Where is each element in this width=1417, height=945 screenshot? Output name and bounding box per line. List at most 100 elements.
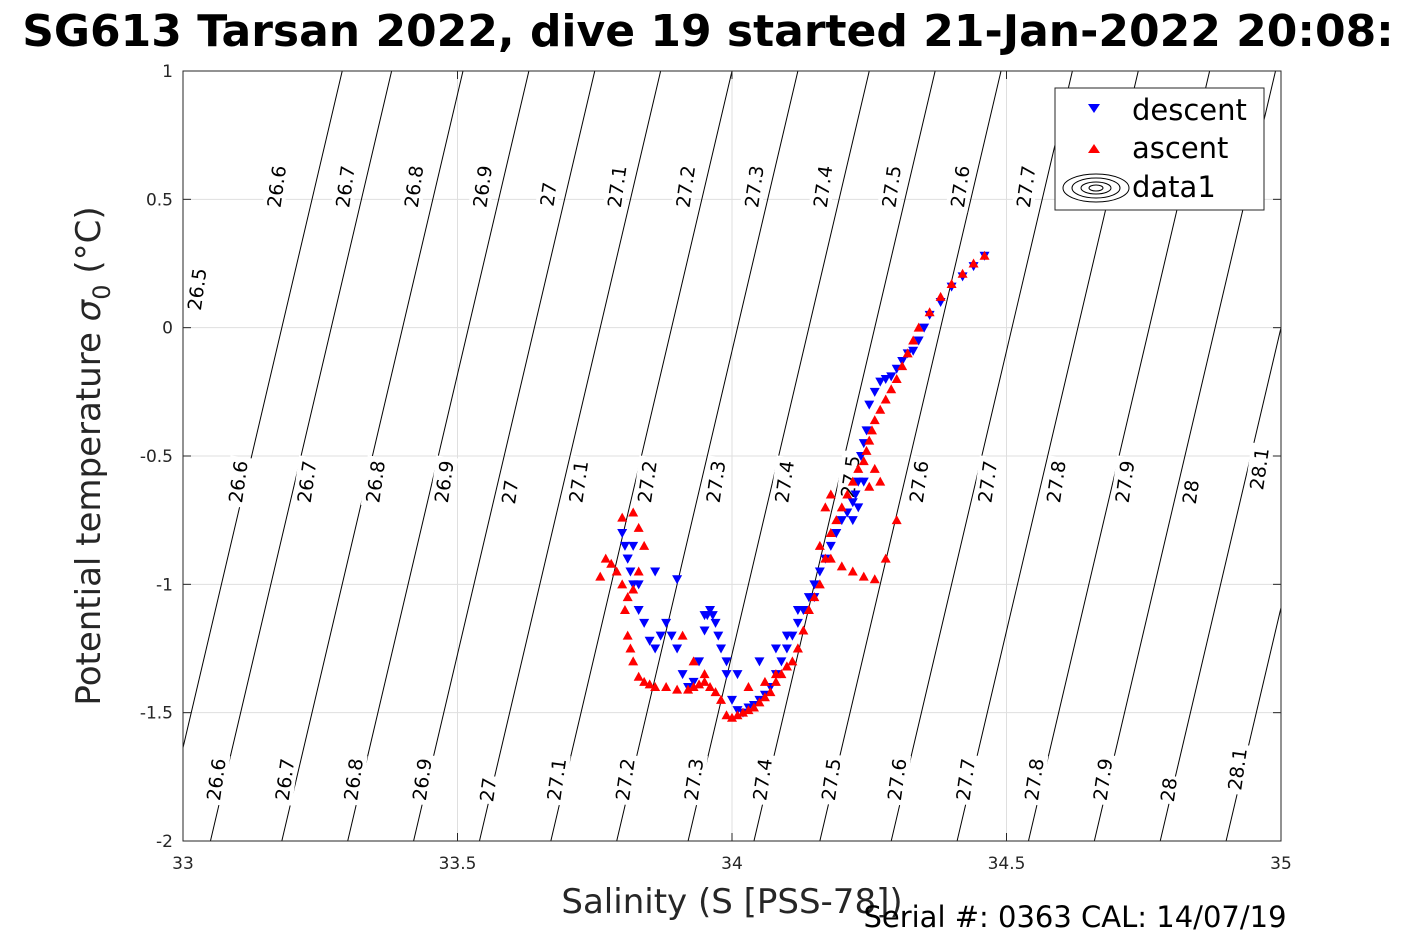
ascent-point	[869, 415, 880, 425]
ascent-point	[886, 384, 897, 394]
ascent-point	[820, 502, 831, 512]
ascent-point	[836, 502, 847, 512]
contour-label: 28.1	[1244, 442, 1274, 496]
contour-label-bg	[1088, 753, 1117, 806]
descent-point	[672, 575, 683, 585]
ascent-point	[875, 404, 886, 414]
contour-label-bg	[670, 160, 700, 213]
descent-point	[858, 477, 869, 487]
descent-point	[677, 670, 688, 680]
descent-point	[655, 631, 666, 641]
contour-label-bg	[201, 753, 231, 806]
contour-label-bg	[223, 455, 253, 508]
y-axis-label-main: Potential temperature	[69, 321, 109, 705]
ascent-point	[606, 558, 617, 568]
ascent-point	[617, 512, 628, 522]
legend-descent-label: descent	[1132, 93, 1247, 127]
y-tick-label: 0	[162, 319, 173, 339]
descent-point	[625, 567, 636, 577]
contour-label-bg	[769, 455, 799, 508]
contour-label: 27	[535, 178, 562, 210]
ascent-point	[861, 445, 872, 455]
contour-label: 26.8	[360, 455, 390, 508]
contour-label: 26.9	[407, 753, 437, 806]
ascent-point	[625, 643, 636, 653]
contour-label: 28	[1177, 476, 1204, 508]
descent-point	[721, 670, 732, 680]
contour-label-bg	[904, 455, 934, 508]
descent-point	[644, 636, 655, 646]
contour-labels: 26.526.6 26.7 26.8 26.9 27 27.1 27.2 27.3 27.4 27…	[182, 160, 1274, 806]
legend: descent ascent data1	[1054, 87, 1265, 211]
descent-point	[913, 336, 924, 346]
contour-label: 27.1	[541, 753, 571, 806]
contour-label-bg	[496, 476, 523, 508]
contour-label-bg	[1019, 753, 1049, 806]
contour-label-bg	[1244, 442, 1274, 496]
ascent-point	[880, 553, 891, 563]
x-axis-label: Salinity (S [PSS-78])	[561, 882, 902, 922]
contour-label: 27.3	[701, 455, 730, 508]
contour-label-bg	[739, 160, 769, 213]
contour-label-bg	[338, 753, 368, 806]
contour-label: 26.7	[292, 455, 321, 508]
contour-label: 27.3	[739, 160, 769, 213]
descent-point	[861, 426, 872, 436]
contour-label-text: 27	[498, 479, 523, 506]
ascent-point	[754, 697, 765, 707]
legend-data1-label: data1	[1132, 170, 1216, 204]
descent-point	[919, 323, 930, 333]
contour-label-bg	[679, 753, 708, 806]
contour-label: 27.4	[747, 753, 777, 806]
descent-point	[850, 490, 861, 500]
ascent-point	[617, 579, 628, 589]
axis-ticks: 33 33.5 34 34.5 35 1 0.5 0 -0.5 -1 -1.5 -2	[140, 62, 1292, 874]
contour-label: 28	[1155, 774, 1182, 806]
descent-point	[781, 631, 792, 641]
ascent-point	[672, 684, 683, 694]
descent-point	[617, 529, 628, 538]
ascent-point	[869, 463, 880, 473]
descent-point	[619, 541, 630, 551]
contour-label-bg	[563, 455, 593, 508]
y-tick-label: -2	[156, 832, 173, 852]
descent-point	[650, 644, 661, 654]
contour-label-bg	[972, 455, 1002, 508]
contour-label-bg	[429, 455, 459, 508]
ascent-point	[869, 574, 880, 584]
contour-label: 27.8	[1041, 455, 1071, 508]
ascent-point	[721, 710, 732, 720]
contour-label-bg	[1110, 455, 1139, 508]
descent-point	[836, 516, 847, 526]
descent-point	[713, 631, 724, 641]
ascent-point	[891, 515, 902, 525]
legend-data1-marker	[1062, 173, 1130, 203]
descent-point	[875, 377, 886, 387]
ascent-point	[765, 687, 776, 697]
y-axis-label: Potential temperature σ0 (°C)	[69, 206, 116, 705]
ascent-point	[866, 425, 877, 435]
contour-label-bg	[292, 455, 321, 508]
ascent-point	[688, 656, 699, 666]
ascent-point	[935, 291, 946, 301]
legend-ascent-marker	[1088, 144, 1100, 153]
ascent-point	[858, 456, 869, 466]
ascent-point	[809, 592, 820, 602]
descent-point	[864, 400, 875, 410]
grid	[182, 70, 1282, 842]
ascent-point	[913, 322, 924, 332]
contour-label-bg	[360, 455, 390, 508]
isopycnal-line	[183, 71, 343, 750]
ascent-point	[622, 630, 633, 640]
ascent-point	[661, 682, 672, 691]
ascent-point	[633, 522, 644, 532]
contour-label-bg	[182, 262, 212, 316]
y-axis-label-sigma: σ	[69, 298, 109, 321]
ascent-point	[743, 682, 754, 691]
ascent-point	[946, 279, 957, 289]
y-tick-label: 1	[162, 62, 173, 82]
descent-point	[847, 498, 858, 508]
ascent-point	[968, 258, 979, 268]
ascent-point	[633, 566, 644, 576]
ascent-point	[611, 566, 622, 576]
